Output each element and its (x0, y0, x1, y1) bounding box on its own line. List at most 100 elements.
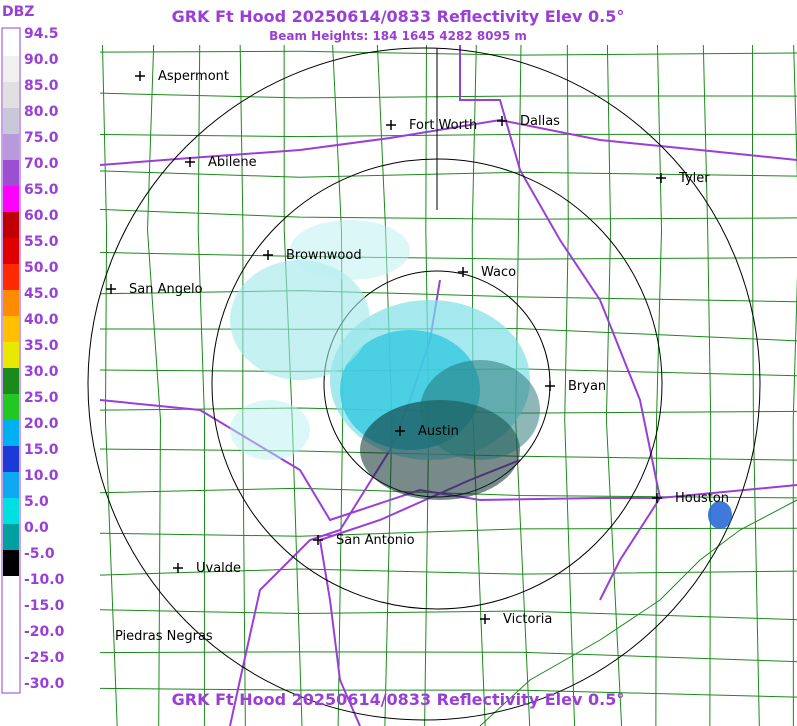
scale-band (3, 134, 19, 160)
city-marker (480, 614, 490, 624)
scale-band (3, 82, 19, 108)
city-marker (656, 173, 666, 183)
scale-label: 65.0 (24, 182, 59, 198)
county-line (605, 44, 623, 726)
scale-label: 10.0 (24, 468, 59, 484)
scale-label: 55.0 (24, 234, 59, 250)
scale-label: 70.0 (24, 156, 59, 172)
city-label: Austin (418, 424, 459, 439)
scale-band (3, 56, 19, 82)
scale-label: 85.0 (24, 78, 59, 94)
county-line (99, 50, 797, 56)
highway (99, 118, 797, 166)
title: GRK Ft Hood 20250614/0833 Reflectivity E… (172, 7, 625, 26)
county-line (515, 44, 531, 726)
city-marker (386, 120, 396, 130)
city-marker (497, 116, 507, 126)
city-label: Aspermont (158, 69, 229, 84)
city-label: Houston (675, 491, 729, 506)
scale-band (3, 394, 19, 420)
scale-label: 94.5 (24, 26, 59, 42)
scale-unit: DBZ (2, 4, 34, 20)
echo (708, 501, 732, 529)
scale-label: 60.0 (24, 208, 59, 224)
echoes (230, 220, 732, 529)
scale-label: -5.0 (24, 546, 55, 562)
city-marker (185, 157, 195, 167)
scale-band (3, 472, 19, 498)
echo (420, 360, 540, 460)
scale-label: 75.0 (24, 130, 59, 146)
subtitle: Beam Heights: 184 1645 4282 8095 m (269, 29, 527, 43)
highway (319, 539, 361, 726)
scale-label: -20.0 (24, 624, 65, 640)
county-line (751, 44, 760, 726)
city-label: San Angelo (129, 282, 203, 297)
city-label: Tyler (678, 171, 710, 186)
scale-band (3, 238, 19, 264)
city-marker (313, 535, 323, 545)
county-line (283, 44, 303, 726)
scale-label: 5.0 (24, 494, 49, 510)
scale-band (3, 368, 19, 394)
city-marker (395, 426, 405, 436)
city-marker (106, 284, 116, 294)
scale-band (3, 160, 19, 186)
scale-band (3, 30, 19, 56)
scale-label: 40.0 (24, 312, 59, 328)
scale-label: 0.0 (24, 520, 49, 536)
scale-label: 30.0 (24, 364, 59, 380)
county-line (99, 687, 797, 698)
highway (599, 497, 661, 601)
echo (230, 400, 310, 460)
scale-band (3, 342, 19, 368)
city-label: Fort Worth (409, 118, 477, 133)
county-line (99, 251, 797, 260)
scale-label: 90.0 (24, 52, 59, 68)
county-line (702, 44, 712, 726)
scale-label: 25.0 (24, 390, 59, 406)
scale-label: 80.0 (24, 104, 59, 120)
county-line (99, 527, 797, 537)
city-label: Waco (481, 265, 516, 280)
scale-band (3, 498, 19, 524)
scale-label: -30.0 (24, 676, 65, 692)
county-line (99, 170, 797, 178)
county-line (99, 568, 797, 576)
county-line (99, 609, 797, 621)
color-scale: DBZ 94.5 90.0 85.0 80.0 75.0 70.0 65.0 60.0 55.0… (1, 4, 65, 694)
scale-band (3, 264, 19, 290)
highway (459, 45, 661, 499)
city-marker (173, 563, 183, 573)
scale-band (3, 186, 19, 212)
county-line (197, 44, 206, 726)
scale-label: 15.0 (24, 442, 59, 458)
city-label: Uvalde (196, 561, 241, 576)
scale-label: -15.0 (24, 598, 65, 614)
scale-label: 35.0 (24, 338, 59, 354)
city-label: Dallas (520, 114, 560, 129)
city-label: Brownwood (286, 248, 362, 263)
county-line (239, 44, 246, 726)
city-marker (458, 267, 468, 277)
echo (290, 220, 410, 280)
city-label: Bryan (568, 379, 606, 394)
scale-band (3, 108, 19, 134)
city-label: Victoria (503, 612, 552, 627)
city-label: Abilene (208, 155, 257, 170)
county-line (99, 651, 797, 663)
range-ring (87, 47, 761, 721)
county-line (99, 290, 797, 303)
county-line (99, 92, 797, 99)
county-line (792, 44, 797, 726)
scale-label: 45.0 (24, 286, 59, 302)
echo (230, 260, 370, 380)
scale-band (3, 212, 19, 238)
city-marker (135, 71, 145, 81)
county-line (147, 44, 161, 726)
scale-band (3, 524, 19, 550)
scale-label: -25.0 (24, 650, 65, 666)
cities: Aspermont Fort Worth Dallas Abilene Tyler Bro… (106, 69, 729, 644)
county-line (102, 44, 118, 726)
